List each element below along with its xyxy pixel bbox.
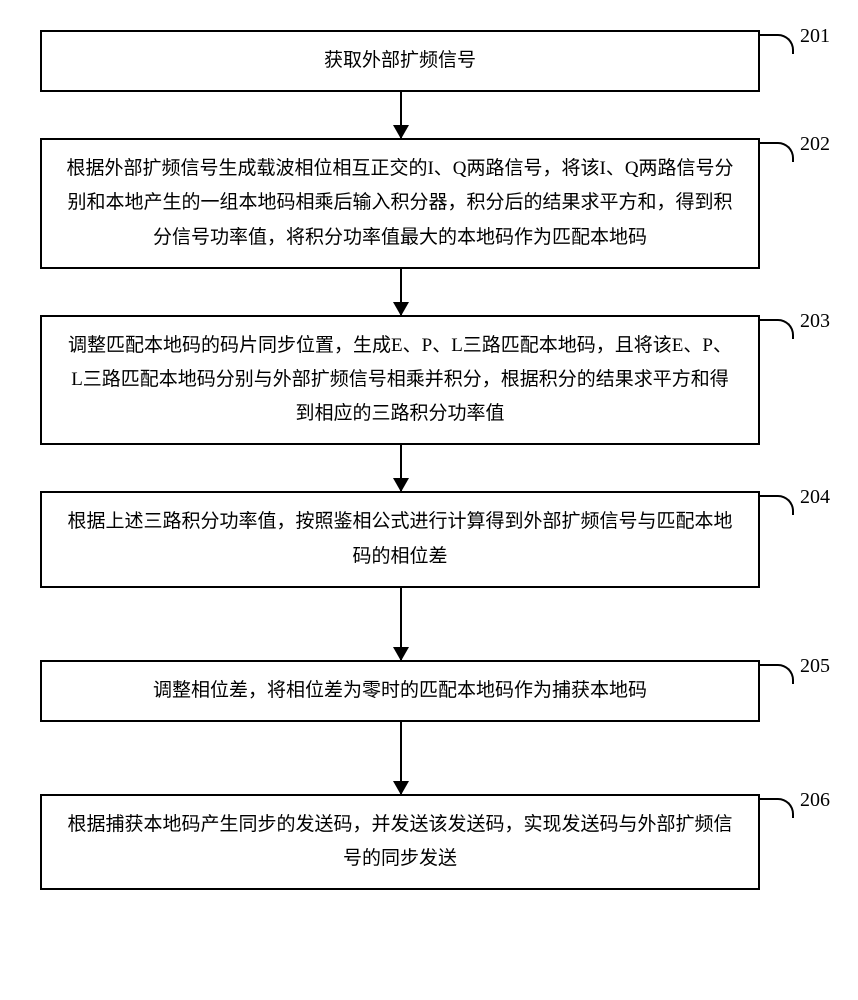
step-box-206: 根据捕获本地码产生同步的发送码，并发送该发送码，实现发送码与外部扩频信号的同步发… bbox=[40, 794, 760, 890]
step-label: 205 bbox=[800, 655, 830, 678]
connector-curve bbox=[760, 798, 794, 818]
connector-curve bbox=[760, 495, 794, 515]
step-text: 根据外部扩频信号生成载波相位相互正交的I、Q两路信号，将该I、Q两路信号分别和本… bbox=[66, 152, 734, 255]
flow-arrow bbox=[400, 92, 402, 138]
flowchart-container: 获取外部扩频信号 201 根据外部扩频信号生成载波相位相互正交的I、Q两路信号，… bbox=[20, 30, 838, 890]
step-box-205: 调整相位差，将相位差为零时的匹配本地码作为捕获本地码 bbox=[40, 660, 760, 722]
flow-arrow bbox=[400, 445, 402, 491]
flow-step: 根据捕获本地码产生同步的发送码，并发送该发送码，实现发送码与外部扩频信号的同步发… bbox=[20, 794, 838, 890]
step-box-201: 获取外部扩频信号 bbox=[40, 30, 760, 92]
step-text: 调整匹配本地码的码片同步位置，生成E、P、L三路匹配本地码，且将该E、P、L三路… bbox=[66, 329, 734, 432]
step-box-204: 根据上述三路积分功率值，按照鉴相公式进行计算得到外部扩频信号与匹配本地码的相位差 bbox=[40, 491, 760, 587]
flow-step: 调整匹配本地码的码片同步位置，生成E、P、L三路匹配本地码，且将该E、P、L三路… bbox=[20, 315, 838, 446]
step-box-203: 调整匹配本地码的码片同步位置，生成E、P、L三路匹配本地码，且将该E、P、L三路… bbox=[40, 315, 760, 446]
step-label-connector: 202 bbox=[760, 138, 830, 162]
connector-curve bbox=[760, 34, 794, 54]
flow-arrow bbox=[400, 269, 402, 315]
step-text: 根据捕获本地码产生同步的发送码，并发送该发送码，实现发送码与外部扩频信号的同步发… bbox=[66, 808, 734, 876]
step-label-connector: 206 bbox=[760, 794, 830, 818]
step-label: 202 bbox=[800, 133, 830, 156]
flow-arrow bbox=[400, 588, 402, 660]
flow-step: 调整相位差，将相位差为零时的匹配本地码作为捕获本地码 205 bbox=[20, 660, 838, 722]
step-label: 204 bbox=[800, 486, 830, 509]
step-label: 206 bbox=[800, 789, 830, 812]
step-label: 201 bbox=[800, 25, 830, 48]
flow-step: 根据上述三路积分功率值，按照鉴相公式进行计算得到外部扩频信号与匹配本地码的相位差… bbox=[20, 491, 838, 587]
step-label-connector: 203 bbox=[760, 315, 830, 339]
flow-arrow bbox=[400, 722, 402, 794]
flow-step: 根据外部扩频信号生成载波相位相互正交的I、Q两路信号，将该I、Q两路信号分别和本… bbox=[20, 138, 838, 269]
step-label-connector: 201 bbox=[760, 30, 830, 54]
connector-curve bbox=[760, 142, 794, 162]
connector-curve bbox=[760, 664, 794, 684]
step-box-202: 根据外部扩频信号生成载波相位相互正交的I、Q两路信号，将该I、Q两路信号分别和本… bbox=[40, 138, 760, 269]
step-label: 203 bbox=[800, 310, 830, 333]
step-text: 调整相位差，将相位差为零时的匹配本地码作为捕获本地码 bbox=[153, 674, 647, 708]
step-text: 获取外部扩频信号 bbox=[324, 44, 476, 78]
step-label-connector: 204 bbox=[760, 491, 830, 515]
flow-step: 获取外部扩频信号 201 bbox=[20, 30, 838, 92]
connector-curve bbox=[760, 319, 794, 339]
step-label-connector: 205 bbox=[760, 660, 830, 684]
step-text: 根据上述三路积分功率值，按照鉴相公式进行计算得到外部扩频信号与匹配本地码的相位差 bbox=[66, 505, 734, 573]
